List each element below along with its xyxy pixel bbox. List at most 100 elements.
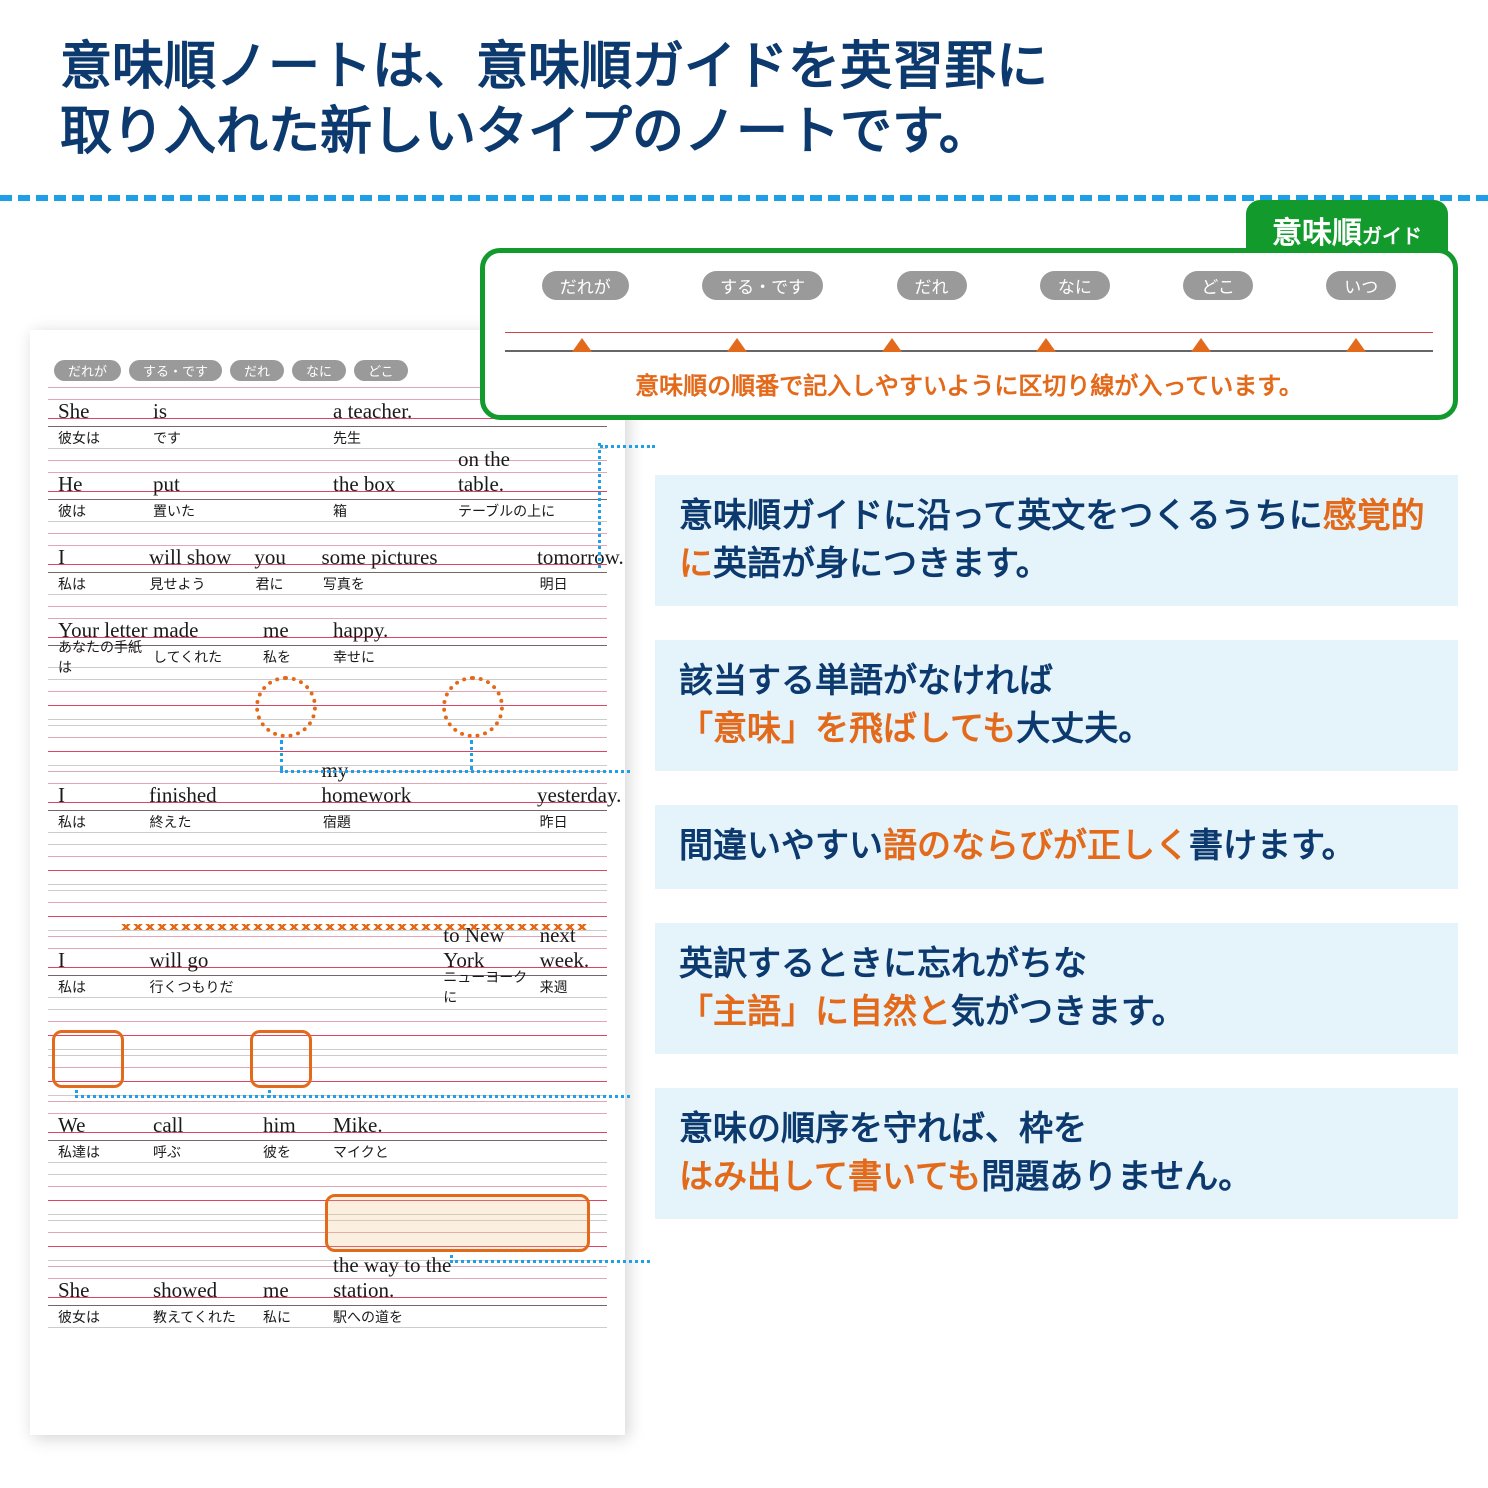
word-en: showed	[153, 1278, 263, 1303]
info-card: 間違いやすい語のならびが正しく書けます。	[655, 805, 1458, 889]
word-en: will show	[149, 545, 254, 570]
guide-pill: する・です	[702, 271, 823, 300]
word-jp: 駅への道を	[333, 1307, 458, 1327]
sentence-en: Sheshowedmethe way to the station.	[48, 1266, 607, 1306]
sentence-jp: あなたの手紙はしてくれた私を幸せに	[48, 646, 607, 668]
word-jp: 写真を	[323, 574, 443, 594]
word-jp: あなたの手紙は	[48, 637, 153, 677]
word-jp: 彼は	[48, 501, 153, 521]
word-jp: 終えた	[150, 812, 256, 832]
word-en: the way to the station.	[333, 1253, 458, 1303]
word-jp: 私に	[263, 1307, 333, 1327]
word-en: I	[48, 545, 149, 570]
guide-pill: だれ	[897, 271, 967, 300]
word-jp: 彼女は	[48, 1307, 153, 1327]
word-jp: テーブルの上に	[458, 501, 558, 521]
word-jp: 呼ぶ	[153, 1142, 263, 1162]
word-en: my homework	[321, 758, 441, 808]
notebook: だれが する・です だれ なに どこ Sheisa teacher.彼女はです先…	[30, 330, 625, 1435]
sentence-jp: 彼女は教えてくれた私に駅への道を	[48, 1306, 607, 1328]
connector	[450, 1260, 650, 1263]
word-jp: 彼を	[263, 1142, 333, 1162]
info-card: 意味順ガイドに沿って英文をつくるうちに感覚的に英語が身につきます。	[655, 475, 1458, 606]
word-en: She	[48, 399, 153, 424]
word-jp: 君に	[255, 574, 322, 594]
info-card: 意味の順序を守れば、枠をはみ出して書いても問題ありません。	[655, 1088, 1458, 1219]
word-jp: 幸せに	[333, 647, 458, 667]
box-annotation	[52, 1030, 124, 1088]
word-jp: 昨日	[540, 812, 607, 832]
connector	[600, 445, 655, 448]
word-en: him	[263, 1113, 333, 1138]
info-cards: 意味順ガイドに沿って英文をつくるうちに感覚的に英語が身につきます。 該当する単語…	[655, 475, 1458, 1253]
info-card: 英訳するときに忘れがちな「主語」に自然と気がつきます。	[655, 923, 1458, 1054]
wavy-underline	[120, 924, 590, 930]
sentence-jp: 私は行くつもりだニューヨークに来週	[48, 976, 607, 998]
word-en: next week.	[540, 923, 607, 973]
guide-pills: だれが する・です だれ なに どこ いつ	[505, 271, 1433, 300]
guide-note: 意味順の順番で記入しやすいように区切り線が入っています。	[505, 358, 1433, 409]
info-card: 該当する単語がなければ「意味」を飛ばしても大丈夫。	[655, 640, 1458, 771]
connector	[268, 1090, 271, 1098]
word-en: finished	[149, 783, 254, 808]
word-en: happy.	[333, 618, 458, 643]
sentence-en: Iwill showyousome pictures tomorrow.	[48, 533, 607, 573]
gap-row	[48, 844, 607, 890]
word-jp: 私達は	[48, 1142, 153, 1162]
word-en: is	[153, 399, 263, 424]
word-jp: ニューヨークに	[443, 967, 539, 1007]
word-jp: 宿題	[323, 812, 443, 832]
gap-row	[48, 679, 607, 725]
word-jp: 行くつもりだ	[150, 977, 256, 997]
word-jp: 私を	[263, 647, 333, 667]
word-en: me	[263, 618, 333, 643]
circle-annotation	[442, 676, 504, 738]
guide-pill: なに	[1040, 271, 1110, 300]
sentence-jp: 私は見せよう君に写真を 明日	[48, 573, 607, 595]
headline: 意味順ノートは、意味順ガイドを英習罫に 取り入れた新しいタイプのノートです。	[0, 0, 1488, 185]
guide-pill: いつ	[1326, 271, 1396, 300]
connector	[470, 740, 473, 770]
guide-pill: どこ	[1183, 271, 1253, 300]
word-jp: 来週	[540, 977, 607, 997]
word-jp: です	[153, 428, 263, 448]
word-en: Mike.	[333, 1113, 458, 1138]
word-en: on the table.	[458, 447, 558, 497]
word-jp: マイクと	[333, 1142, 458, 1162]
word-en: tomorrow.	[537, 545, 607, 570]
word-jp: してくれた	[153, 647, 263, 667]
guide-ruled-line	[505, 312, 1433, 352]
word-en: me	[263, 1278, 333, 1303]
connector	[598, 443, 601, 568]
gap-row	[48, 1009, 607, 1055]
sentence-en: Heputthe boxon the table.	[48, 460, 607, 500]
word-jp: 私は	[48, 574, 150, 594]
sentence-en: WecallhimMike.	[48, 1101, 607, 1141]
headline-line1: 意味順ノートは、意味順ガイドを英習罫に	[60, 35, 1428, 100]
connector	[75, 1090, 78, 1098]
word-en: put	[153, 472, 263, 497]
sentence-jp: 彼は置いた箱テーブルの上に	[48, 500, 607, 522]
word-en: the box	[333, 472, 458, 497]
guide-panel: だれが する・です だれ なに どこ いつ 意味順の順番で記入しやすいように区切…	[480, 248, 1458, 420]
word-jp: 私は	[48, 977, 150, 997]
word-jp: 明日	[540, 574, 607, 594]
word-en: some pictures	[321, 545, 441, 570]
sentence-jp: 私達は呼ぶ彼をマイクと	[48, 1141, 607, 1163]
word-en: We	[48, 1113, 153, 1138]
word-jp: 先生	[333, 428, 458, 448]
word-jp: 見せよう	[150, 574, 256, 594]
word-en: She	[48, 1278, 153, 1303]
circle-annotation	[255, 676, 317, 738]
word-jp: 私は	[48, 812, 150, 832]
word-en: you	[254, 545, 321, 570]
word-jp: 教えてくれた	[153, 1307, 263, 1327]
connector	[280, 740, 283, 770]
box-annotation	[250, 1030, 312, 1088]
word-jp: 置いた	[153, 501, 263, 521]
sentence-jp: 彼女はです 先生	[48, 427, 607, 449]
word-en: a teacher.	[333, 399, 458, 424]
word-en: I	[48, 783, 149, 808]
word-jp: 彼女は	[48, 428, 153, 448]
word-en: call	[153, 1113, 263, 1138]
